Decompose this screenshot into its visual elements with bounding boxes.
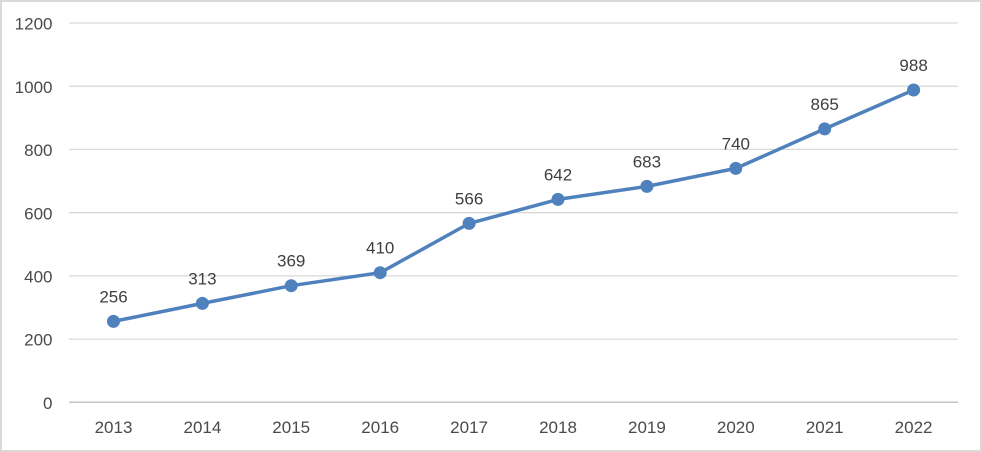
- svg-text:400: 400: [24, 268, 52, 287]
- svg-text:2015: 2015: [272, 418, 310, 437]
- svg-text:865: 865: [811, 95, 839, 114]
- svg-text:800: 800: [24, 141, 52, 160]
- svg-text:2018: 2018: [539, 418, 577, 437]
- svg-text:600: 600: [24, 204, 52, 223]
- svg-text:642: 642: [544, 165, 572, 184]
- svg-text:1000: 1000: [15, 78, 53, 97]
- svg-text:740: 740: [722, 134, 750, 153]
- svg-text:2021: 2021: [806, 418, 844, 437]
- svg-text:2020: 2020: [717, 418, 755, 437]
- svg-text:2017: 2017: [450, 418, 488, 437]
- svg-text:683: 683: [633, 152, 661, 171]
- svg-text:2016: 2016: [361, 418, 399, 437]
- svg-text:2019: 2019: [628, 418, 666, 437]
- svg-text:988: 988: [899, 56, 927, 75]
- svg-text:256: 256: [99, 287, 127, 306]
- svg-text:369: 369: [277, 252, 305, 271]
- svg-text:1200: 1200: [15, 15, 53, 34]
- svg-text:410: 410: [366, 239, 394, 258]
- svg-text:313: 313: [188, 269, 216, 288]
- svg-text:200: 200: [24, 331, 52, 350]
- svg-text:2022: 2022: [895, 418, 933, 437]
- svg-text:0: 0: [43, 394, 52, 413]
- svg-text:566: 566: [455, 189, 483, 208]
- svg-text:2013: 2013: [95, 418, 133, 437]
- svg-text:2014: 2014: [183, 418, 221, 437]
